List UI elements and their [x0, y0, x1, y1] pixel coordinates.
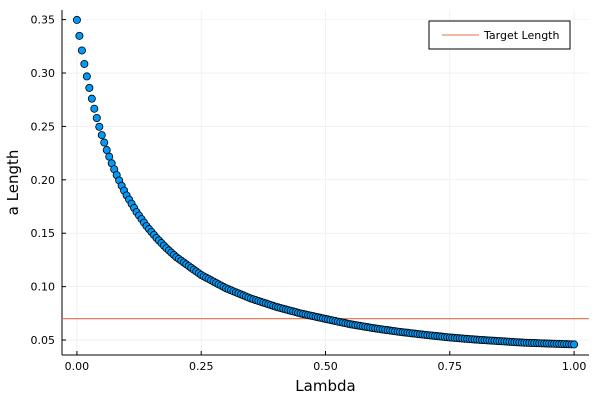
scatter-point [105, 152, 114, 161]
scatter-point [90, 104, 99, 113]
scatter-point [72, 15, 81, 24]
y-tick-label: 0.20 [31, 174, 56, 187]
y-tick-label: 0.25 [31, 120, 56, 133]
y-tick-label: 0.15 [31, 227, 56, 240]
x-tick-label: 0.25 [189, 360, 214, 373]
y-tick-label: 0.05 [31, 334, 56, 347]
scatter-points [72, 15, 579, 349]
legend-label-target-length: Target Length [483, 29, 559, 42]
ticks: 0.00 0.25 0.50 0.75 1.00 0.05 0.10 0.15 0.20 0.25… [31, 14, 587, 373]
scatter-point [77, 46, 86, 55]
scatter-point [82, 72, 91, 81]
x-tick-label: 1.00 [562, 360, 587, 373]
y-tick-label: 0.10 [31, 281, 56, 294]
scatter-point [97, 131, 106, 140]
scatter-point [570, 340, 579, 349]
y-tick-label: 0.35 [31, 14, 56, 27]
y-axis-title: a Length [4, 150, 22, 216]
x-tick-label: 0.75 [438, 360, 463, 373]
grid [62, 10, 589, 355]
scatter-point [85, 83, 94, 92]
scatter-point [92, 113, 101, 122]
scatter-point [95, 122, 104, 131]
x-tick-label: 0.00 [65, 360, 90, 373]
scatter-point [87, 94, 96, 103]
legend: Target Length [428, 20, 571, 50]
x-tick-label: 0.50 [313, 360, 338, 373]
x-axis-title: Lambda [295, 377, 355, 395]
scatter-point [75, 31, 84, 40]
scatter-point [100, 138, 109, 147]
scatter-point [102, 146, 111, 155]
y-tick-label: 0.30 [31, 67, 56, 80]
scatter-point [80, 59, 89, 68]
